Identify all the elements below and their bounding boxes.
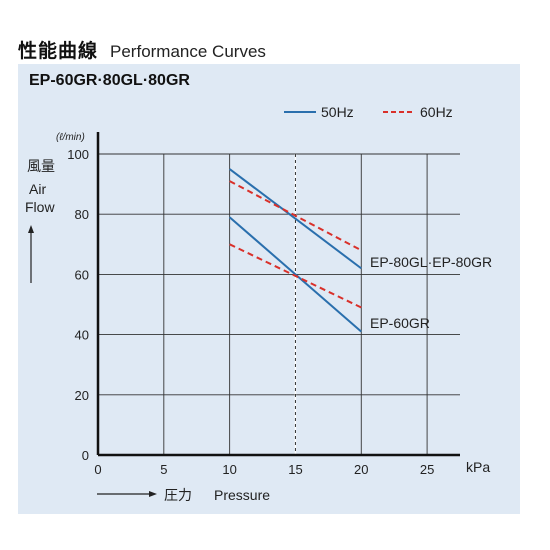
x-tick-label-5: 5	[160, 462, 167, 477]
x-label-en: Pressure	[214, 487, 270, 503]
curve-label-ep60: EP-60GR	[370, 315, 430, 331]
series-lines	[228, 168, 362, 333]
heading-english: Performance Curves	[110, 42, 266, 61]
x-tick-label-25: 25	[420, 462, 434, 477]
x-tick-label-10: 10	[222, 462, 236, 477]
y-tick-label-0: 0	[82, 448, 89, 463]
y-tick-label-60: 60	[75, 267, 89, 282]
heading-japanese: 性能曲線	[18, 41, 99, 62]
series-line-3	[229, 243, 362, 309]
legend-60hz-label: 60Hz	[420, 104, 453, 120]
axis-labels: (ℓ/min) 風量 Air Flow kPa 圧力 Pressure	[25, 132, 490, 503]
x-tick-label-0: 0	[94, 462, 101, 477]
y-tick-label-40: 40	[75, 328, 89, 343]
axes	[96, 132, 460, 457]
x-arrow-icon	[97, 491, 157, 497]
y-label-en-2: Flow	[25, 199, 55, 215]
curve-label-ep80: EP-80GL·EP-80GR	[370, 254, 492, 270]
y-label-jp: 風量	[27, 158, 55, 174]
y-tick-label-20: 20	[75, 388, 89, 403]
series-line-2	[228, 216, 362, 333]
x-label-jp: 圧力	[164, 487, 192, 503]
curve-labels: EP-80GL·EP-80GR EP-60GR	[370, 254, 492, 331]
model-title: EP-60GR·80GL·80GR	[29, 72, 190, 89]
page-heading: 性能曲線 Performance Curves	[18, 36, 266, 63]
y-arrow-icon	[28, 225, 34, 283]
chart-panel: EP-60GR·80GL·80GR	[18, 64, 520, 514]
legend-50hz-label: 50Hz	[321, 104, 354, 120]
y-tick-label-100: 100	[67, 147, 89, 162]
x-tick-label-15: 15	[288, 462, 302, 477]
y-tick-label-80: 80	[75, 207, 89, 222]
x-tick-label-20: 20	[354, 462, 368, 477]
series-line-1	[229, 180, 362, 252]
y-unit-label: (ℓ/min)	[56, 132, 85, 143]
y-label-en-1: Air	[29, 181, 46, 197]
grid-lines	[98, 153, 460, 455]
x-unit-label: kPa	[466, 459, 490, 475]
tick-labels: 0 20 40 60 80 100 0 5 10 15 20 25	[67, 147, 434, 477]
legend: 50Hz 60Hz	[284, 104, 453, 120]
series-line-0	[229, 168, 362, 270]
